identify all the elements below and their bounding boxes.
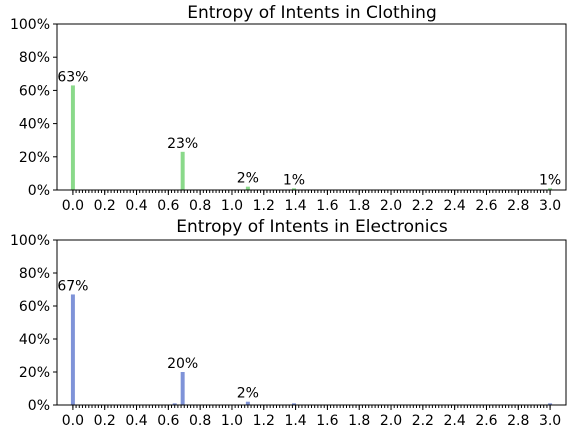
y-tick-label: 80% bbox=[19, 50, 50, 66]
y-tick-label: 60% bbox=[19, 83, 50, 99]
x-tick-label: 2.4 bbox=[444, 198, 466, 214]
x-tick-label: 3.0 bbox=[539, 198, 561, 214]
bar bbox=[172, 403, 177, 405]
bar-data-label: 23% bbox=[167, 136, 198, 152]
bar-data-label: 63% bbox=[57, 69, 88, 85]
x-tick-label: 0.2 bbox=[94, 198, 116, 214]
bar-data-label: 2% bbox=[237, 386, 259, 402]
bar bbox=[548, 188, 553, 190]
bar bbox=[245, 401, 250, 405]
x-tick-label: 0.6 bbox=[157, 413, 179, 429]
chart-title: Entropy of Intents in Electronics bbox=[176, 217, 448, 237]
bar-data-label: 20% bbox=[167, 356, 198, 372]
x-tick-label: 1.4 bbox=[284, 198, 306, 214]
x-tick-label: 1.4 bbox=[284, 413, 306, 429]
bar bbox=[548, 403, 553, 405]
chart-title: Entropy of Intents in Clothing bbox=[187, 3, 436, 23]
chart-panel-electronics: Entropy of Intents in Electronics 67% 20%… bbox=[10, 217, 567, 429]
x-tick-label: 1.8 bbox=[348, 413, 370, 429]
x-tick-label: 1.8 bbox=[348, 198, 370, 214]
bar bbox=[245, 186, 250, 190]
bar-data-label: 1% bbox=[283, 172, 305, 188]
x-tick-label: 1.0 bbox=[221, 198, 243, 214]
bar-data-label: 1% bbox=[539, 172, 561, 188]
x-tick-label: 2.2 bbox=[412, 198, 434, 214]
x-tick-label: 2.2 bbox=[412, 413, 434, 429]
x-tick-label: 1.2 bbox=[253, 413, 275, 429]
y-tick-label: 20% bbox=[19, 365, 50, 381]
bar-data-label: 2% bbox=[237, 171, 259, 187]
y-tick-label: 40% bbox=[19, 332, 50, 348]
chart-panel-clothing: Entropy of Intents in Clothing 63% 23% 2% 1… bbox=[10, 3, 567, 214]
x-tick-label: 0.2 bbox=[94, 413, 116, 429]
bar bbox=[292, 403, 296, 405]
y-tick-label: 100% bbox=[10, 233, 50, 249]
x-tick-label: 1.6 bbox=[316, 413, 338, 429]
x-tick-label: 0.6 bbox=[157, 198, 179, 214]
x-tick-label: 1.2 bbox=[253, 198, 275, 214]
x-tick-label: 2.6 bbox=[475, 413, 497, 429]
bar-data-label: 67% bbox=[57, 278, 88, 294]
x-tick-label: 0.8 bbox=[189, 198, 211, 214]
plot-frame bbox=[56, 23, 567, 191]
x-tick-label: 0.4 bbox=[125, 198, 147, 214]
x-tick-label: 0.8 bbox=[189, 413, 211, 429]
x-tick-label: 2.0 bbox=[380, 198, 402, 214]
y-tick-label: 0% bbox=[28, 183, 50, 199]
y-tick-label: 40% bbox=[19, 117, 50, 133]
x-tick-label: 0.0 bbox=[62, 198, 84, 214]
y-tick-label: 80% bbox=[19, 266, 50, 282]
y-tick-label: 60% bbox=[19, 299, 50, 315]
bar bbox=[70, 294, 75, 405]
x-tick-label: 2.4 bbox=[444, 413, 466, 429]
x-tick-label: 2.6 bbox=[475, 198, 497, 214]
y-tick-label: 20% bbox=[19, 150, 50, 166]
x-tick-label: 0.0 bbox=[62, 413, 84, 429]
bar bbox=[180, 151, 185, 190]
bar bbox=[292, 188, 296, 190]
bar bbox=[70, 85, 75, 190]
x-tick-label: 1.6 bbox=[316, 198, 338, 214]
x-tick-label: 2.8 bbox=[507, 413, 529, 429]
x-tick-label: 0.4 bbox=[125, 413, 147, 429]
x-tick-label: 2.8 bbox=[507, 198, 529, 214]
bar bbox=[180, 372, 185, 405]
x-tick-label: 2.0 bbox=[380, 413, 402, 429]
plot-frame bbox=[56, 239, 567, 406]
x-tick-label: 3.0 bbox=[539, 413, 561, 429]
x-tick-label: 1.0 bbox=[221, 413, 243, 429]
y-tick-label: 100% bbox=[10, 17, 50, 33]
y-tick-label: 0% bbox=[28, 398, 50, 414]
